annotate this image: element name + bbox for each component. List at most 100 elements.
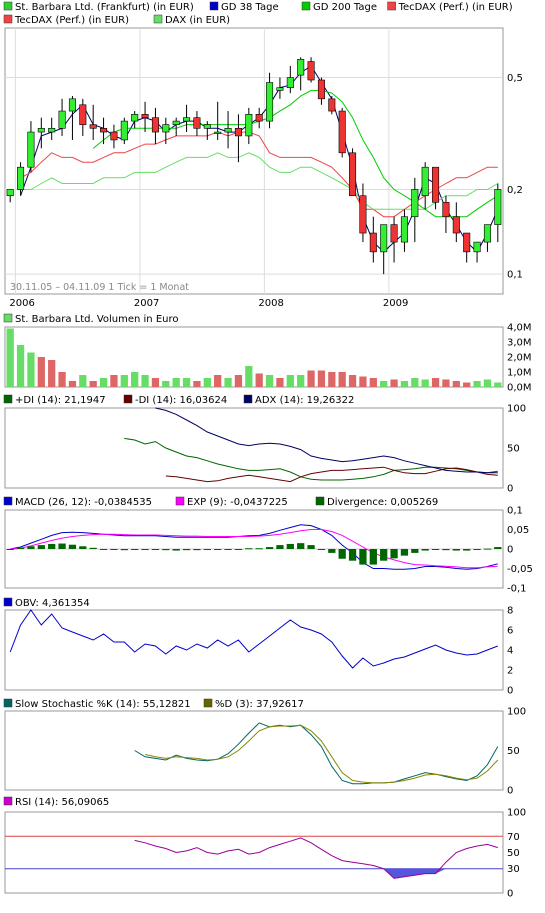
volume-bar [483,379,492,387]
volume-y-tick: 0,0M [507,383,532,394]
price-candle-body [245,114,253,137]
macd-divergence-bar [307,545,315,549]
volume-bar [286,375,294,387]
macd-series-line [10,529,498,569]
price-candle-body [214,131,222,134]
price-candle-body [224,127,232,133]
price-candle-body [48,127,56,133]
macd-divergence-bar [276,545,284,549]
volume-bar [328,372,336,387]
volume-bar [193,381,201,387]
price-candle-body [276,87,284,91]
macd-divergence-bar [463,549,471,551]
volume-bar [182,378,191,387]
volume-bar [89,381,97,387]
price-x-tick: 2008 [258,298,283,309]
macd-y-tick: 0,1 [507,506,523,517]
volume-bar [110,375,118,387]
macd-divergence-bar [110,549,118,550]
volume-bar [68,381,77,387]
price2-legend-swatch [153,14,163,24]
volume-bar [120,375,128,387]
volume-bar [276,378,284,387]
stoch-legend-label: %D (3): 37,92617 [215,699,304,710]
volume-bar [463,382,471,387]
rsi-y-tick: 50 [507,848,520,859]
macd-divergence-bar [6,549,14,550]
rsi-panel-frame [4,811,504,894]
macd-legend-label: MACD (26, 12): -0,0384535 [15,497,152,508]
macd-divergence-bar [172,549,180,551]
obv-y-tick: 2 [507,666,513,677]
macd-divergence-bar [390,549,398,559]
rsi-line [134,837,498,879]
macd-divergence-bar [348,549,357,561]
price-y-tick: 0,1 [507,270,523,281]
price-candle-body [120,120,128,141]
volume-bar [214,375,222,387]
macd-divergence-bar [338,549,346,559]
price-candle-body [141,114,149,118]
volume-bar [473,381,481,387]
macd-divergence-bar [483,548,492,550]
rsi-y-tick: 100 [507,808,526,819]
volume-bar [265,375,274,387]
price-y-tick: 0,2 [507,185,523,196]
price-candle-body [172,120,180,125]
price-candle-body [452,216,460,234]
macd-divergence-bar [473,549,481,550]
volume-bar [348,375,357,387]
price-candle-body [183,117,191,122]
price-candle-body [483,224,491,243]
macd-divergence-bar [359,549,367,565]
price-candle-body [234,127,242,137]
macd-divergence-bar [411,549,419,553]
volume-bar [131,372,139,387]
dmi-series-line [155,407,498,474]
obv-legend-swatch [3,597,13,607]
price-candle-body [151,117,159,133]
volume-bar [79,375,87,387]
macd-y-tick: 0 [507,545,513,556]
price-candle-body [17,166,25,190]
volume-bar [203,378,211,387]
macd-legend-swatch [315,496,325,506]
macd-y-tick: -0,05 [507,564,533,575]
volume-bar [400,381,409,387]
volume-bar [48,360,56,387]
price-candle-body [58,110,66,129]
volume-bar [37,357,45,387]
dmi-panel-frame [4,407,504,489]
price-candle-body [307,61,315,81]
price-candle-body [286,77,294,89]
macd-divergence-bar [245,548,253,550]
dmi-legend-swatch [3,394,13,404]
macd-divergence-bar [68,544,77,549]
macd-legend-swatch [3,496,13,506]
price-candle-body [317,79,325,100]
price-series-line [92,89,499,218]
price-x-tick: 2007 [134,298,159,309]
macd-divergence-bar [131,549,139,550]
volume-y-tick: 3,0M [507,338,532,349]
price-candle-body [27,131,35,168]
macd-divergence-bar [265,547,274,549]
volume-y-tick: 4,0M [507,323,532,334]
volume-bar [442,379,450,387]
price-legend-label: GD 200 Tage [313,2,377,13]
price-candle-body [390,224,398,243]
macd-legend-label: EXP (9): -0,0437225 [187,497,288,508]
price-candle-body [68,98,76,112]
rsi-oversold-fill [383,868,446,879]
volume-y-tick: 2,0M [507,353,532,364]
volume-bar [172,378,180,387]
macd-divergence-bar [224,549,232,550]
volume-bar [390,379,398,387]
dmi-y-tick: 50 [507,444,520,455]
obv-y-tick: 6 [507,626,513,637]
volume-bar [431,378,440,387]
price-legend-label: GD 38 Tage [221,2,279,13]
macd-divergence-bar [380,549,388,561]
price-candle-body [369,232,377,253]
price-candle-body [349,152,357,197]
